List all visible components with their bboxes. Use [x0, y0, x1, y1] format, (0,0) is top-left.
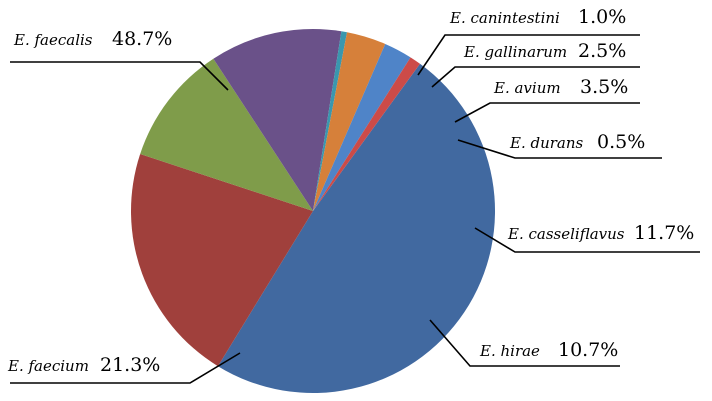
- slice-name-label: E. durans: [509, 134, 584, 152]
- pie-slice: [313, 31, 348, 212]
- pie-slice: [313, 43, 411, 212]
- slice-value-label: 1.0%: [578, 6, 626, 28]
- slice-name-label: E. faecalis: [13, 31, 93, 49]
- leader-line: [417, 34, 640, 76]
- leader-line: [454, 102, 640, 123]
- slice-name-label: E. casseliflavus: [507, 225, 625, 243]
- slice-name-label: E. canintestini: [449, 9, 560, 27]
- slice-labels: E. faecalis 48.7% E. faecium 21.3% E. hirae 1…: [7, 6, 700, 384]
- slice-value-label: 0.5%: [597, 131, 645, 153]
- leader-line: [457, 139, 662, 159]
- slice-name-label: E. faecium: [7, 357, 89, 375]
- leader-line: [10, 61, 229, 91]
- slice-value-label: 21.3%: [100, 354, 160, 376]
- leader-line: [431, 66, 640, 88]
- slice-value-label: 3.5%: [580, 76, 628, 98]
- pie-slice: [313, 32, 386, 212]
- slice-value-label: 11.7%: [634, 222, 694, 244]
- slice-value-label: 10.7%: [558, 339, 618, 361]
- slice-value-label: 2.5%: [578, 40, 626, 62]
- pie-slice: [131, 154, 313, 367]
- pie-slice: [217, 63, 496, 394]
- pie-slices: [131, 29, 496, 394]
- pie-slice: [140, 58, 313, 211]
- slice-name-label: E. hirae: [479, 342, 540, 360]
- slice-name-label: E. avium: [493, 79, 561, 97]
- leader-line: [474, 227, 700, 253]
- pie-slice: [213, 29, 342, 211]
- leader-line: [10, 352, 241, 384]
- leader-line: [429, 319, 620, 367]
- slice-value-label: 48.7%: [112, 28, 172, 50]
- pie-slice: [313, 57, 420, 211]
- slice-name-label: E. gallinarum: [463, 43, 567, 61]
